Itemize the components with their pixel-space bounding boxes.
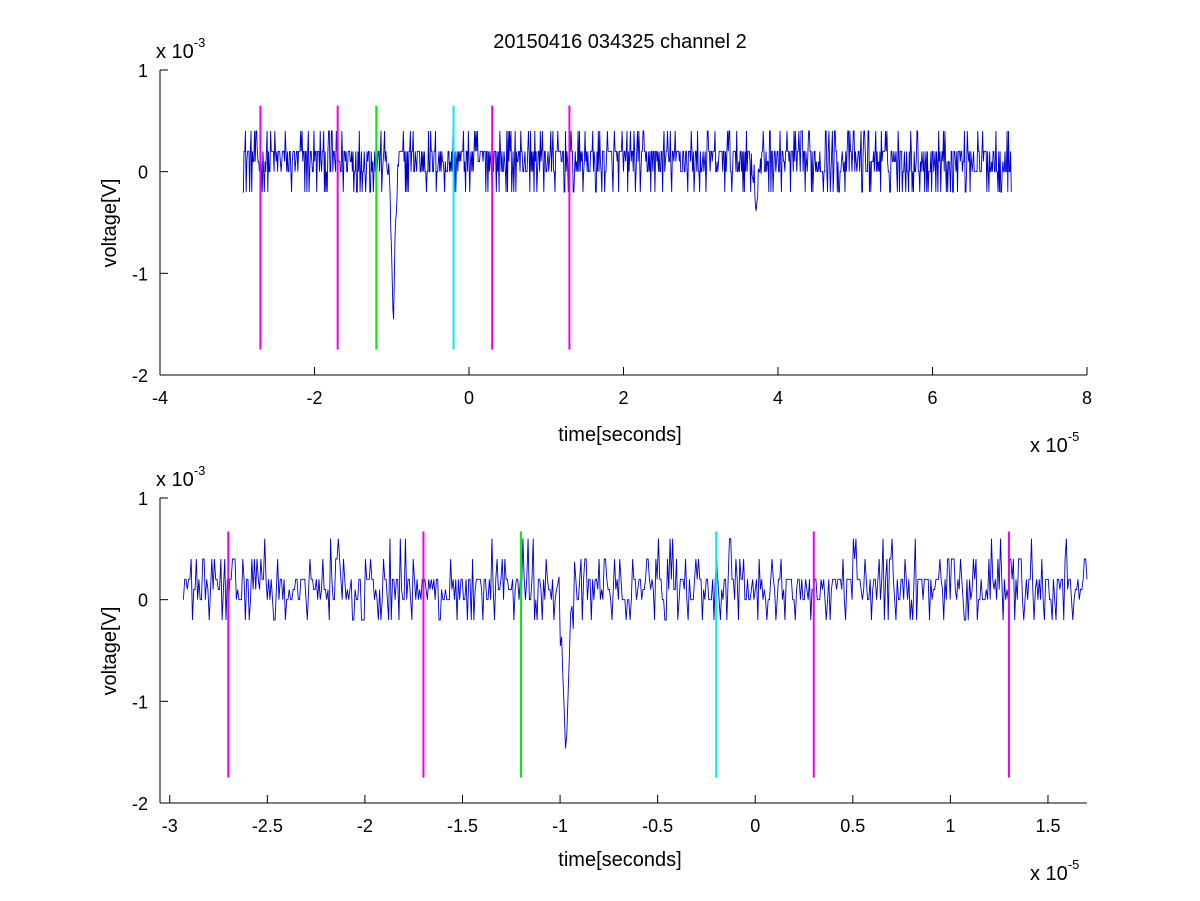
top-x-tick-label: -2 xyxy=(306,388,322,408)
top-y-tick-label: -1 xyxy=(132,264,148,284)
bottom-x-tick-label: -2 xyxy=(357,816,373,836)
top-y-multiplier: x 10-3 xyxy=(156,35,205,63)
bottom-y-tick-label: -1 xyxy=(132,692,148,712)
bottom-x-tick-label: -0.5 xyxy=(642,816,673,836)
bottom-x-multiplier-exp: -5 xyxy=(1068,857,1080,872)
bottom-y-multiplier-exp: -3 xyxy=(194,463,206,478)
bottom-x-tick-label: 0 xyxy=(750,816,760,836)
top-subplot: x 10-3 x 10-5 time[seconds] voltage[V] -… xyxy=(99,35,1092,457)
bottom-x-tick-label: -3 xyxy=(162,816,178,836)
top-x-multiplier-exp: -5 xyxy=(1068,429,1080,444)
bottom-signal-line xyxy=(182,538,1088,749)
bottom-x-tick-label: -1.5 xyxy=(447,816,478,836)
top-x-axis-label: time[seconds] xyxy=(558,424,681,446)
top-signal-line xyxy=(242,130,1012,320)
bottom-y-tick-label: 0 xyxy=(138,591,148,611)
top-y-tick-label: -2 xyxy=(132,366,148,386)
top-x-tick-label: 2 xyxy=(618,388,628,408)
bottom-x-multiplier: x 10-5 xyxy=(1030,857,1079,885)
bottom-y-tick-label: -2 xyxy=(132,794,148,814)
top-x-tick-label: 6 xyxy=(927,388,937,408)
top-x-tick-label: 8 xyxy=(1082,388,1092,408)
bottom-y-multiplier: x 10-3 xyxy=(156,463,205,491)
bottom-x-axis-label: time[seconds] xyxy=(558,849,681,871)
top-y-tick-label: 0 xyxy=(138,163,148,183)
figure-title: 20150416 034325 channel 2 xyxy=(493,31,747,53)
bottom-x-tick-label: 1 xyxy=(945,816,955,836)
top-y-multiplier-exp: -3 xyxy=(194,35,206,50)
bottom-x-tick-label: 0.5 xyxy=(840,816,865,836)
bottom-y-tick-label: 1 xyxy=(138,489,148,509)
bottom-x-tick-label: -2.5 xyxy=(252,816,283,836)
top-x-tick-label: -4 xyxy=(152,388,168,408)
top-y-axis-label: voltage[V] xyxy=(99,179,121,268)
bottom-x-tick-label: -1 xyxy=(552,816,568,836)
top-x-multiplier: x 10-5 xyxy=(1030,429,1079,457)
bottom-subplot: x 10-3 x 10-5 time[seconds] voltage[V] -… xyxy=(99,463,1088,885)
top-x-tick-label: 4 xyxy=(773,388,783,408)
top-y-tick-label: 1 xyxy=(138,61,148,81)
bottom-x-tick-label: 1.5 xyxy=(1035,816,1060,836)
top-x-tick-label: 0 xyxy=(464,388,474,408)
bottom-y-axis-label: voltage[V] xyxy=(99,607,121,696)
